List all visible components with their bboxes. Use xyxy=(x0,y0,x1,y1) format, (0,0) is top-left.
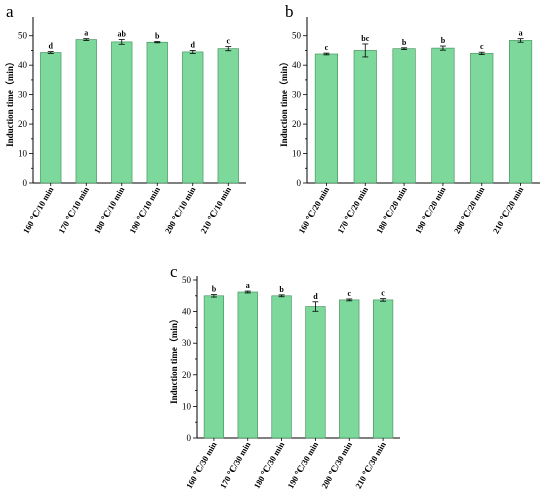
x-tick-label: 210 ℃/20 min xyxy=(491,185,526,235)
x-tick-label: 180 ℃/10 min xyxy=(92,185,127,235)
significance-letter: d xyxy=(191,40,196,49)
significance-letter: c xyxy=(226,37,230,46)
y-tick-label: 10 xyxy=(18,149,28,159)
significance-letter: c xyxy=(480,42,484,51)
x-tick-label: 160 ℃/20 min xyxy=(296,185,331,235)
significance-letter: bc xyxy=(361,34,369,43)
bar xyxy=(431,47,455,184)
bar xyxy=(509,40,533,184)
significance-letter: b xyxy=(279,285,284,294)
significance-letter: b xyxy=(402,38,407,47)
x-tick-label: 180 ℃/20 min xyxy=(374,185,409,235)
y-tick-label: 30 xyxy=(292,90,302,100)
y-tick-label: 50 xyxy=(182,275,192,285)
bar xyxy=(271,295,292,439)
x-tick-label: 210 ℃/10 min xyxy=(198,185,233,235)
bar xyxy=(339,299,360,439)
y-tick-label: 10 xyxy=(182,401,192,411)
bar xyxy=(217,48,239,184)
bar xyxy=(182,51,204,184)
y-tick-label: 20 xyxy=(292,119,302,129)
x-tick-label: 200 ℃/30 min xyxy=(319,440,354,490)
y-tick-label: 20 xyxy=(182,370,192,380)
x-tick-label: 200 ℃/10 min xyxy=(163,185,198,235)
panel-c: c Induction time（min） 0 10 20 30 40 50 b 160 ℃/30… xyxy=(169,262,400,490)
bar xyxy=(146,41,168,184)
bar xyxy=(353,50,377,184)
significance-letter: b xyxy=(212,285,217,294)
y-tick-label: 50 xyxy=(18,31,28,41)
significance-letter: ab xyxy=(118,30,127,39)
bar xyxy=(314,53,338,184)
y-tick-label: 30 xyxy=(18,90,28,100)
y-axis-title: Induction time（min） xyxy=(169,314,179,404)
bar xyxy=(392,48,416,184)
bar xyxy=(203,295,225,439)
significance-letter: c xyxy=(325,43,329,52)
significance-letter: a xyxy=(84,29,88,38)
bar xyxy=(40,52,62,184)
x-tick-label: 210 ℃/30 min xyxy=(353,440,388,490)
x-tick-label: 160 ℃/30 min xyxy=(184,440,219,490)
panel-b: b Induction time（min） 0 10 20 30 40 50 c 160 ℃/20… xyxy=(279,2,540,235)
y-axis-title: Induction time（min） xyxy=(5,57,15,147)
significance-letter: d xyxy=(49,42,54,51)
significance-letter: c xyxy=(381,289,385,298)
panel-letter: b xyxy=(285,2,294,21)
significance-letter: d xyxy=(313,292,318,301)
y-tick-label: 0 xyxy=(297,178,302,188)
y-tick-label: 50 xyxy=(292,31,302,41)
significance-letter: a xyxy=(246,281,250,290)
x-tick-label: 170 ℃/30 min xyxy=(218,440,253,490)
panel-a: a Induction time（min） 0 10 20 30 40 50 d 160 ℃/10… xyxy=(5,2,246,235)
y-tick-label: 10 xyxy=(292,149,302,159)
x-tick-label: 180 ℃/30 min xyxy=(252,440,287,490)
x-tick-label: 170 ℃/10 min xyxy=(56,185,91,235)
y-tick-label: 30 xyxy=(182,338,192,348)
significance-letter: b xyxy=(155,32,160,41)
panel-letter: a xyxy=(6,2,14,21)
x-tick-label: 160 ℃/10 min xyxy=(21,185,56,235)
y-tick-label: 40 xyxy=(292,60,302,70)
panel-letter: c xyxy=(170,262,178,281)
bar xyxy=(372,299,394,439)
x-tick-label: 190 ℃/20 min xyxy=(413,185,448,235)
bar xyxy=(237,291,258,439)
y-tick-label: 40 xyxy=(182,307,192,317)
x-tick-label: 190 ℃/10 min xyxy=(127,185,162,235)
y-tick-label: 0 xyxy=(23,178,28,188)
y-tick-label: 20 xyxy=(18,119,28,129)
bar xyxy=(111,41,133,184)
significance-letter: c xyxy=(347,289,351,298)
bar xyxy=(305,306,326,439)
y-axis-title: Induction time（min） xyxy=(279,57,289,147)
bar xyxy=(470,53,494,184)
x-tick-label: 170 ℃/20 min xyxy=(335,185,370,235)
significance-letter: b xyxy=(441,36,446,45)
bar xyxy=(75,39,97,184)
y-tick-label: 40 xyxy=(18,60,28,70)
x-tick-label: 190 ℃/30 min xyxy=(285,440,320,490)
x-tick-label: 200 ℃/20 min xyxy=(452,185,487,235)
significance-letter: a xyxy=(519,29,523,38)
y-tick-label: 0 xyxy=(187,433,192,443)
